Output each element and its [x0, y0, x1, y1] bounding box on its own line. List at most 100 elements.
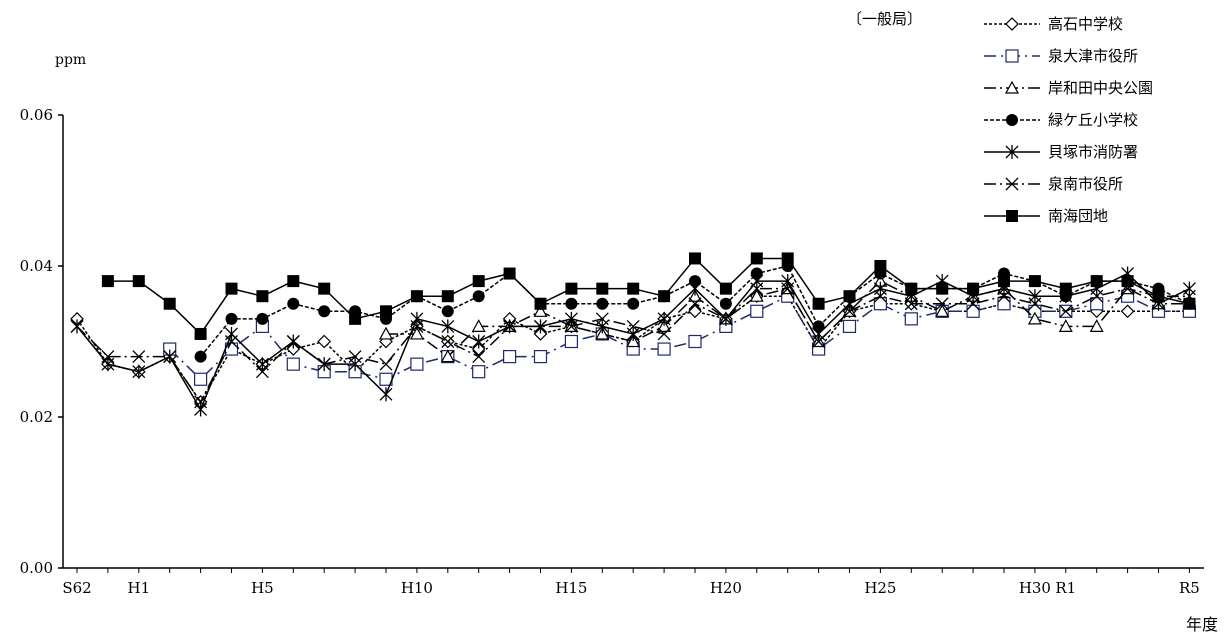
data-point	[533, 350, 548, 364]
legend-item: 泉南市役所	[984, 175, 1123, 193]
data-point	[689, 252, 701, 265]
series-7	[101, 252, 1196, 340]
data-point	[966, 304, 980, 318]
data-point	[657, 311, 671, 326]
data-point	[441, 319, 455, 334]
data-point	[318, 305, 331, 318]
data-point	[317, 334, 332, 349]
data-point	[1027, 311, 1042, 325]
legend-label: 貝塚市消防署	[1048, 143, 1138, 161]
data-point	[472, 365, 486, 379]
data-point	[1005, 177, 1019, 191]
data-point	[194, 327, 207, 340]
y-tick-label: 0.02	[20, 408, 53, 426]
data-point	[1059, 304, 1073, 318]
data-point	[194, 395, 208, 409]
data-point-stroke	[163, 350, 177, 364]
series-6	[70, 282, 1196, 409]
data-point-stroke	[997, 289, 1011, 303]
data-point	[379, 357, 393, 371]
data-point	[286, 335, 300, 348]
series-line	[200, 265, 1190, 358]
data-point	[194, 372, 208, 386]
data-point	[843, 290, 856, 303]
y-tick-label: 0.00	[20, 559, 53, 577]
data-point	[1004, 80, 1020, 94]
data-point	[1121, 275, 1134, 288]
data-point	[225, 326, 238, 341]
data-point	[1005, 49, 1019, 63]
data-point	[256, 312, 269, 325]
data-point	[194, 350, 207, 363]
data-point	[1006, 210, 1018, 222]
data-point	[688, 281, 702, 296]
data-point	[565, 282, 578, 295]
data-point-stroke	[132, 350, 146, 364]
data-point	[935, 304, 950, 317]
data-point	[1090, 275, 1103, 288]
data-point	[317, 357, 331, 371]
data-point	[380, 305, 392, 318]
data-point	[286, 357, 300, 371]
legend-label: 泉南市役所	[1048, 175, 1123, 193]
data-point	[719, 297, 732, 310]
data-point	[935, 297, 949, 311]
x-tick-label: S62	[62, 579, 91, 597]
data-point	[564, 334, 579, 349]
y-axis-unit-label: ppm	[55, 52, 86, 68]
data-point	[1182, 281, 1196, 296]
data-point-stroke	[1090, 289, 1104, 303]
data-point	[688, 304, 702, 319]
data-point	[287, 297, 300, 310]
data-point	[1059, 282, 1072, 295]
data-point-stroke	[812, 335, 826, 348]
data-point	[472, 275, 485, 288]
data-point-stroke	[225, 335, 238, 348]
legend-label: 高石中学校	[1048, 15, 1123, 33]
data-point	[596, 297, 609, 310]
data-point	[689, 275, 701, 288]
data-point	[873, 289, 887, 303]
data-point	[564, 319, 578, 333]
legend-label: 岸和田中央公園	[1048, 79, 1153, 97]
data-point	[904, 297, 918, 311]
data-point	[410, 311, 424, 326]
data-point	[873, 297, 888, 311]
series-line	[386, 280, 1190, 358]
data-point	[750, 282, 764, 296]
data-point	[1120, 304, 1135, 319]
data-point	[687, 288, 703, 302]
data-point	[1028, 297, 1042, 311]
data-point	[1005, 17, 1019, 31]
x-tick-label: H20	[710, 579, 742, 597]
data-point-stroke	[657, 327, 671, 341]
data-point	[378, 326, 394, 340]
data-point	[472, 290, 485, 303]
data-point	[595, 312, 609, 326]
data-point	[658, 290, 671, 303]
legend-label: 泉大津市役所	[1048, 47, 1138, 65]
data-point	[533, 304, 548, 317]
data-point	[812, 335, 826, 348]
data-point	[719, 282, 732, 295]
data-point	[1090, 289, 1104, 303]
data-point	[410, 290, 423, 303]
x-ticks: S62 H1 H5 H10 H15 H20 H25 H30 R1 R5	[62, 568, 1200, 597]
legend-item: 南海団地	[984, 207, 1108, 225]
data-point	[905, 282, 918, 295]
data-point-stroke	[626, 319, 640, 333]
data-point-stroke	[503, 319, 517, 333]
data-point	[874, 260, 887, 272]
data-point	[627, 282, 640, 295]
data-point	[348, 350, 362, 364]
data-point	[719, 312, 733, 326]
data-point	[904, 312, 918, 326]
data-point-stroke	[688, 297, 702, 311]
data-point	[997, 289, 1011, 303]
station-category-label: 〔一般局〕	[847, 10, 922, 28]
data-point-stroke	[595, 312, 609, 326]
data-point	[441, 335, 455, 348]
data-point	[440, 349, 455, 363]
data-point	[812, 297, 825, 310]
